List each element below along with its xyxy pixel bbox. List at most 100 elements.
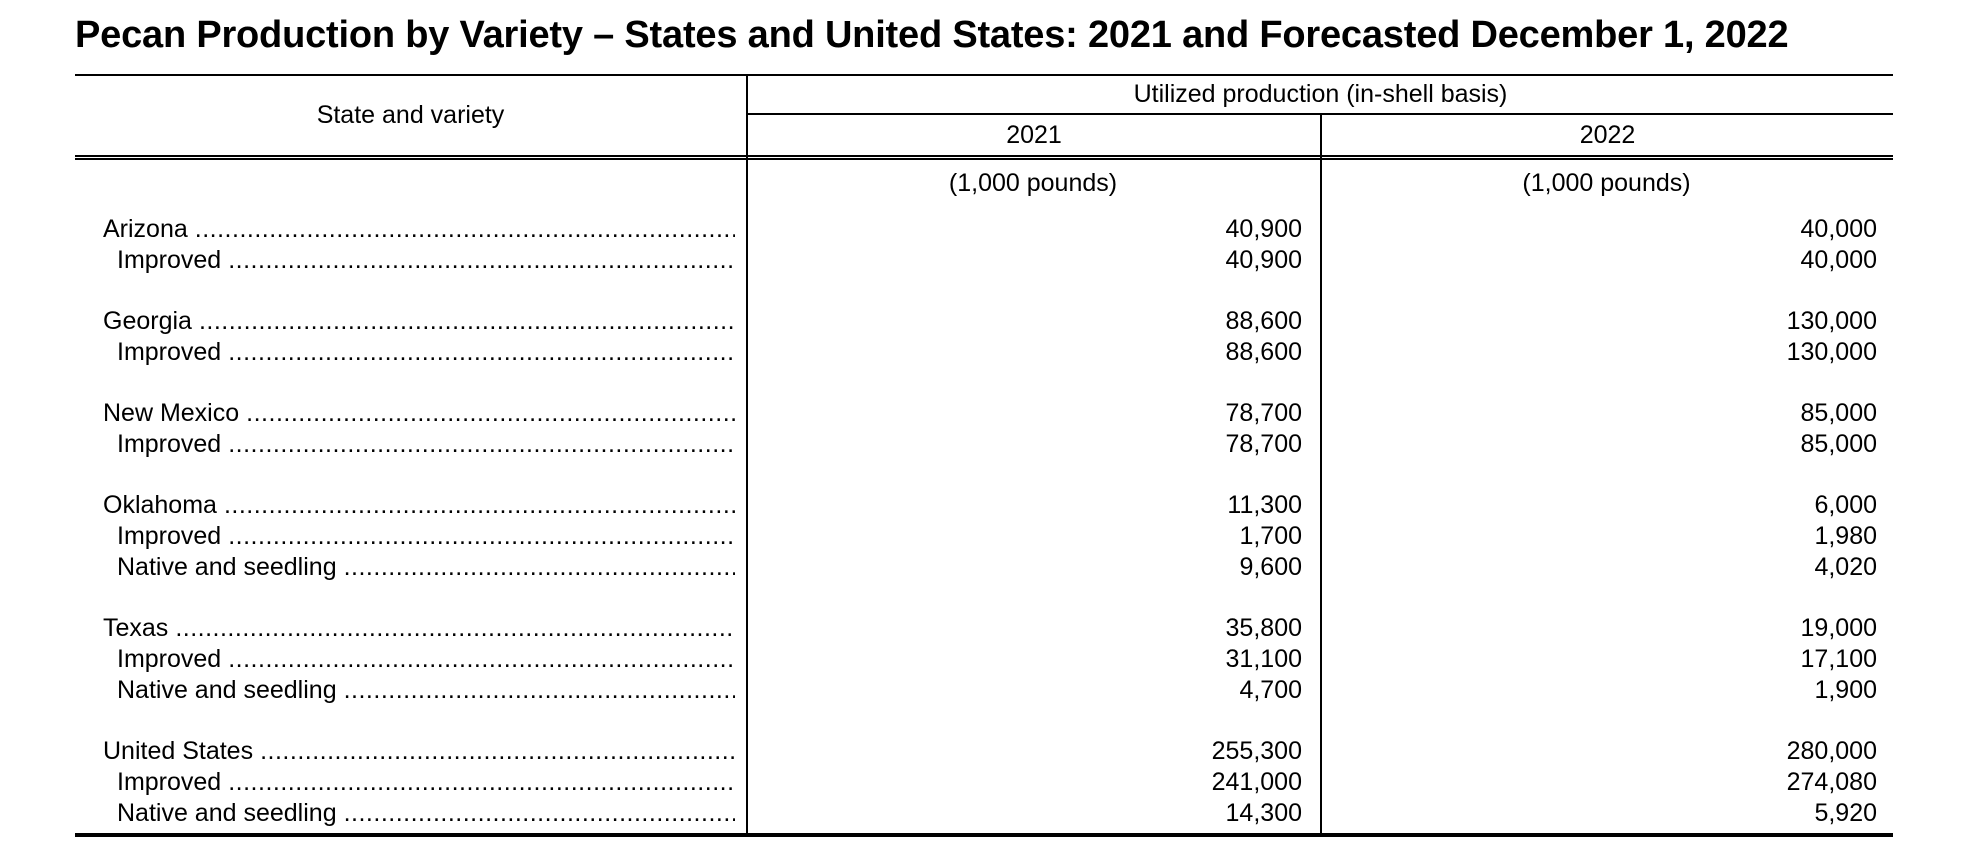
value-2022: 85,000 (1800, 430, 1877, 458)
units-2022: (1,000 pounds) (1522, 169, 1691, 197)
row-label-cell: Arizona.................................… (75, 214, 746, 245)
value-2021: 88,600 (1225, 307, 1302, 335)
dot-leader: ........................................… (343, 553, 735, 581)
value-2021: 241,000 (1211, 768, 1302, 796)
dot-leader: ........................................… (198, 307, 735, 335)
dot-leader: ........................................… (228, 645, 735, 673)
table-row: New Mexico..............................… (75, 398, 1893, 429)
header-bottom-rule (75, 155, 1893, 160)
row-label-cell: Improved................................… (75, 644, 746, 675)
value-2022: 40,000 (1800, 215, 1877, 243)
row-label: Native and seedling (117, 676, 337, 704)
row-label: Improved (117, 338, 222, 366)
value-2022: 40,000 (1800, 246, 1877, 274)
row-label: Oklahoma (103, 491, 217, 519)
row-label-cell: Improved................................… (75, 337, 746, 368)
value-2022: 4,020 (1814, 553, 1877, 581)
row-label: Native and seedling (117, 553, 337, 581)
table-row: Improved................................… (75, 245, 1893, 276)
value-2021: 88,600 (1225, 338, 1302, 366)
dot-leader: ........................................… (343, 676, 735, 704)
value-2022: 130,000 (1786, 338, 1877, 366)
value-2021: 35,800 (1225, 614, 1302, 642)
row-label-cell: Native and seedling.....................… (75, 552, 746, 583)
value-2022: 130,000 (1786, 307, 1877, 335)
value-2021: 78,700 (1225, 399, 1302, 427)
units-spacer (75, 168, 746, 199)
value-2021: 78,700 (1225, 430, 1302, 458)
row-label-cell: Georgia.................................… (75, 306, 746, 337)
value-2021: 4,700 (1239, 676, 1302, 704)
value-2022: 1,980 (1814, 522, 1877, 550)
row-label-cell: Native and seedling.....................… (75, 675, 746, 706)
row-label-cell: Improved................................… (75, 521, 746, 552)
dot-leader: ........................................… (343, 799, 735, 827)
table-row: Oklahoma................................… (75, 490, 1893, 521)
dot-leader: ........................................… (175, 614, 735, 642)
row-label: United States (103, 737, 254, 765)
value-2022: 274,080 (1786, 768, 1877, 796)
state-group: United States...........................… (75, 736, 1893, 829)
dot-leader: ........................................… (194, 215, 735, 243)
row-label: Improved (117, 430, 222, 458)
dot-leader: ........................................… (228, 246, 735, 274)
row-label-cell: Improved................................… (75, 767, 746, 798)
state-group: Texas...................................… (75, 613, 1893, 706)
value-2021: 1,700 (1239, 522, 1302, 550)
value-2022: 280,000 (1786, 737, 1877, 765)
row-label-cell: New Mexico..............................… (75, 398, 746, 429)
row-label: Texas (103, 614, 169, 642)
value-2021: 40,900 (1225, 215, 1302, 243)
table-row: Improved................................… (75, 644, 1893, 675)
value-2021: 11,300 (1227, 491, 1302, 519)
table-row: United States...........................… (75, 736, 1893, 767)
dot-leader: ........................................… (223, 491, 735, 519)
value-2021: 255,300 (1211, 737, 1302, 765)
units-2021: (1,000 pounds) (948, 169, 1118, 197)
table-row: Texas...................................… (75, 613, 1893, 644)
row-label-cell: United States...........................… (75, 736, 746, 767)
value-2022: 5,920 (1814, 799, 1877, 827)
dot-leader: ........................................… (228, 522, 735, 550)
state-group: Arizona.................................… (75, 214, 1893, 276)
dot-leader: ........................................… (228, 430, 735, 458)
units-row: (1,000 pounds) (1,000 pounds) (75, 168, 1893, 199)
data-rows: Arizona.................................… (75, 214, 1893, 829)
row-label-cell: Improved................................… (75, 429, 746, 460)
table-row: Arizona.................................… (75, 214, 1893, 245)
value-2022: 1,900 (1814, 676, 1877, 704)
column-divider-2 (1320, 113, 1322, 833)
table-row: Georgia.................................… (75, 306, 1893, 337)
value-2022: 17,100 (1800, 645, 1877, 673)
dot-leader: ........................................… (228, 338, 735, 366)
dot-leader: ........................................… (246, 399, 735, 427)
row-label: Improved (117, 522, 222, 550)
header-2022: 2022 (1579, 120, 1636, 149)
state-group: Oklahoma................................… (75, 490, 1893, 583)
row-label: Improved (117, 246, 222, 274)
row-label: Georgia (103, 307, 192, 335)
pecan-production-table: State and variety Utilized production (i… (75, 74, 1893, 837)
row-label: New Mexico (103, 399, 240, 427)
column-divider-1 (746, 74, 748, 833)
value-2022: 6,000 (1814, 491, 1877, 519)
table-row: Improved................................… (75, 337, 1893, 368)
header-2021: 2021 (1006, 120, 1062, 149)
table-row: Improved................................… (75, 521, 1893, 552)
table-row: Improved................................… (75, 429, 1893, 460)
value-2021: 14,300 (1225, 799, 1302, 827)
dot-leader: ........................................… (228, 768, 735, 796)
header-state-and-variety: State and variety (316, 101, 505, 129)
table-top-rule (75, 74, 1893, 76)
value-2022: 85,000 (1800, 399, 1877, 427)
state-group: Georgia.................................… (75, 306, 1893, 368)
page-title: Pecan Production by Variety – States and… (75, 14, 1789, 56)
dot-leader: ........................................… (260, 737, 735, 765)
row-label-cell: Oklahoma................................… (75, 490, 746, 521)
row-label-cell: Improved................................… (75, 245, 746, 276)
value-2021: 31,100 (1225, 645, 1302, 673)
table-row: Native and seedling.....................… (75, 798, 1893, 829)
table-row: Native and seedling.....................… (75, 675, 1893, 706)
header-utilized-production: Utilized production (in-shell basis) (1133, 80, 1508, 108)
